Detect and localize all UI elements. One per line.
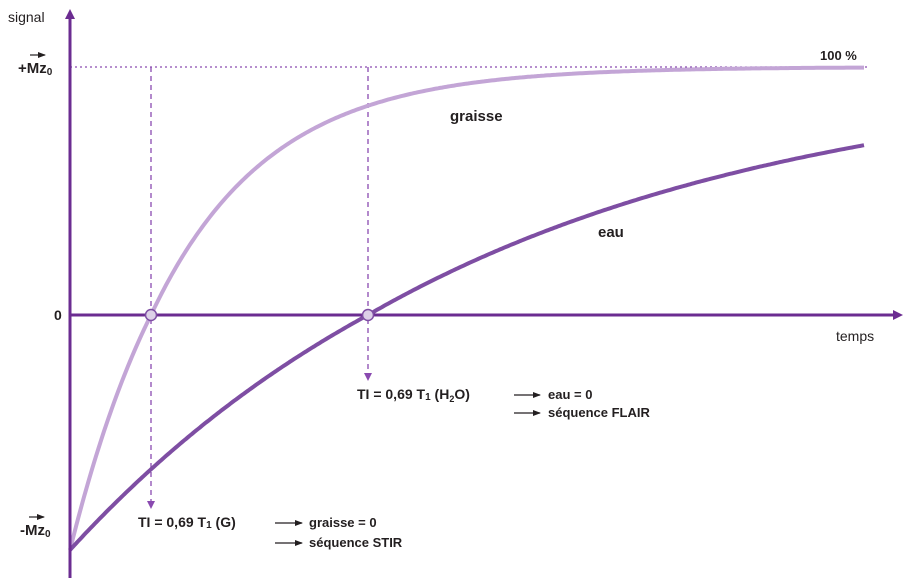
- hundred-percent-label: 100 %: [820, 48, 857, 63]
- flair-sequence-text: séquence FLAIR: [548, 405, 650, 420]
- svg-text:-Mz0: -Mz0: [20, 522, 51, 540]
- x-axis-label: temps: [836, 328, 874, 344]
- graisse-null-point: [144, 308, 158, 322]
- minus-mz0-label: -Mz0: [20, 514, 51, 540]
- y-axis-label: signal: [8, 9, 45, 25]
- eau-label: eau: [598, 224, 624, 241]
- flair-result-text: eau = 0: [548, 387, 592, 402]
- graisse-curve: [68, 65, 864, 551]
- graisse-label: graisse: [450, 108, 503, 125]
- zero-label: 0: [54, 307, 62, 323]
- eau-curve: [68, 143, 865, 552]
- eau-null-point: [361, 308, 375, 322]
- stir-ti-text: TI = 0,69 T1 (G): [138, 514, 236, 531]
- stir-sequence-text: séquence STIR: [309, 535, 403, 550]
- stir-result-text: graisse = 0: [309, 515, 377, 530]
- flair-annotation: TI = 0,69 T1 (H2O) eau = 0 séquence FLAI…: [357, 386, 650, 420]
- flair-ti-text: TI = 0,69 T1 (H2O): [357, 386, 470, 404]
- svg-text:+Mz0: +Mz0: [18, 60, 53, 78]
- stir-annotation: TI = 0,69 T1 (G) graisse = 0 séquence ST…: [138, 514, 403, 550]
- plus-mz0-label: +Mz0: [18, 52, 53, 78]
